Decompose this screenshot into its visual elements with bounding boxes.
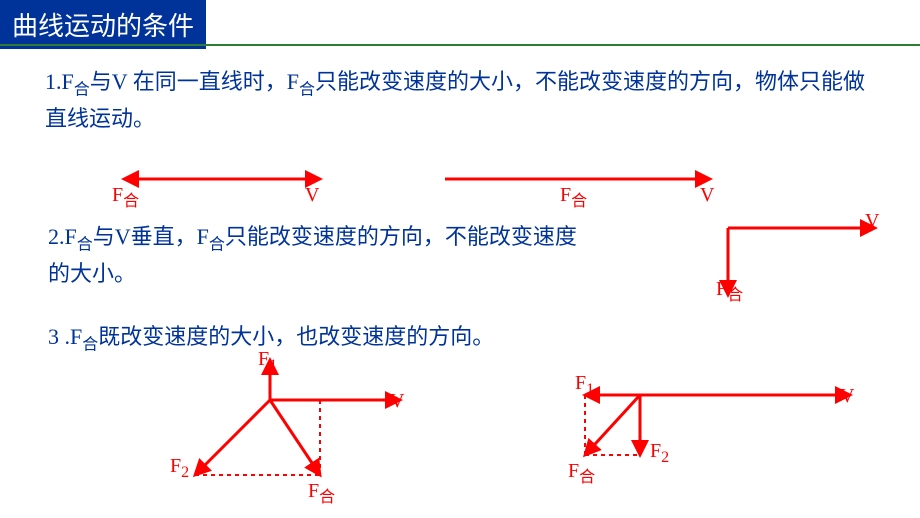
b2-sub2: 合 <box>209 236 225 253</box>
d3r-F1-label: F1 <box>575 372 594 399</box>
b1-p1: 1.F <box>45 69 74 94</box>
b1-p2: 与V 在同一直线时，F <box>90 69 299 94</box>
d3r-F2-label: F2 <box>650 440 669 467</box>
bullet-3: 3 .F合既改变速度的大小，也改变速度的方向。 <box>48 320 868 357</box>
d3l-f2 <box>195 400 270 475</box>
b2-p1: 2.F <box>48 224 77 249</box>
d3l-F1-label: F1 <box>258 348 277 375</box>
d2-F-label: F合 <box>716 278 743 305</box>
d3l-F2-label: F2 <box>170 455 189 482</box>
d3l-fhe <box>270 400 320 475</box>
page-title: 曲线运动的条件 <box>0 0 206 49</box>
d3r-fhe <box>585 395 640 455</box>
d3l-V-label: V <box>390 390 404 413</box>
d2-V-label: V <box>865 210 879 233</box>
d1l-V-label: V <box>305 184 319 207</box>
d1r-F-label: F合 <box>560 184 587 211</box>
title-underline <box>0 44 920 46</box>
b2-p2: 与V垂直，F <box>93 224 209 249</box>
b3-p2: 既改变速度的大小，也改变速度的方向。 <box>98 324 494 349</box>
bullet-1: 1.F合与V 在同一直线时，F合只能改变速度的大小，不能改变速度的方向，物体只能… <box>45 65 885 135</box>
d1l-F-label: F合 <box>112 184 139 211</box>
b3-p1: 3 .F <box>48 324 82 349</box>
b1-sub1: 合 <box>74 81 90 98</box>
b2-sub1: 合 <box>77 236 93 253</box>
d1r-V-label: V <box>700 184 714 207</box>
d3l-Fhe-label: F合 <box>308 480 335 507</box>
b3-sub1: 合 <box>82 336 98 353</box>
bullet-2: 2.F合与V垂直，F合只能改变速度的方向，不能改变速度的大小。 <box>48 220 598 290</box>
d3r-V-label: V <box>840 385 854 408</box>
d3r-Fhe-label: F合 <box>568 460 595 487</box>
b1-sub2: 合 <box>299 81 315 98</box>
